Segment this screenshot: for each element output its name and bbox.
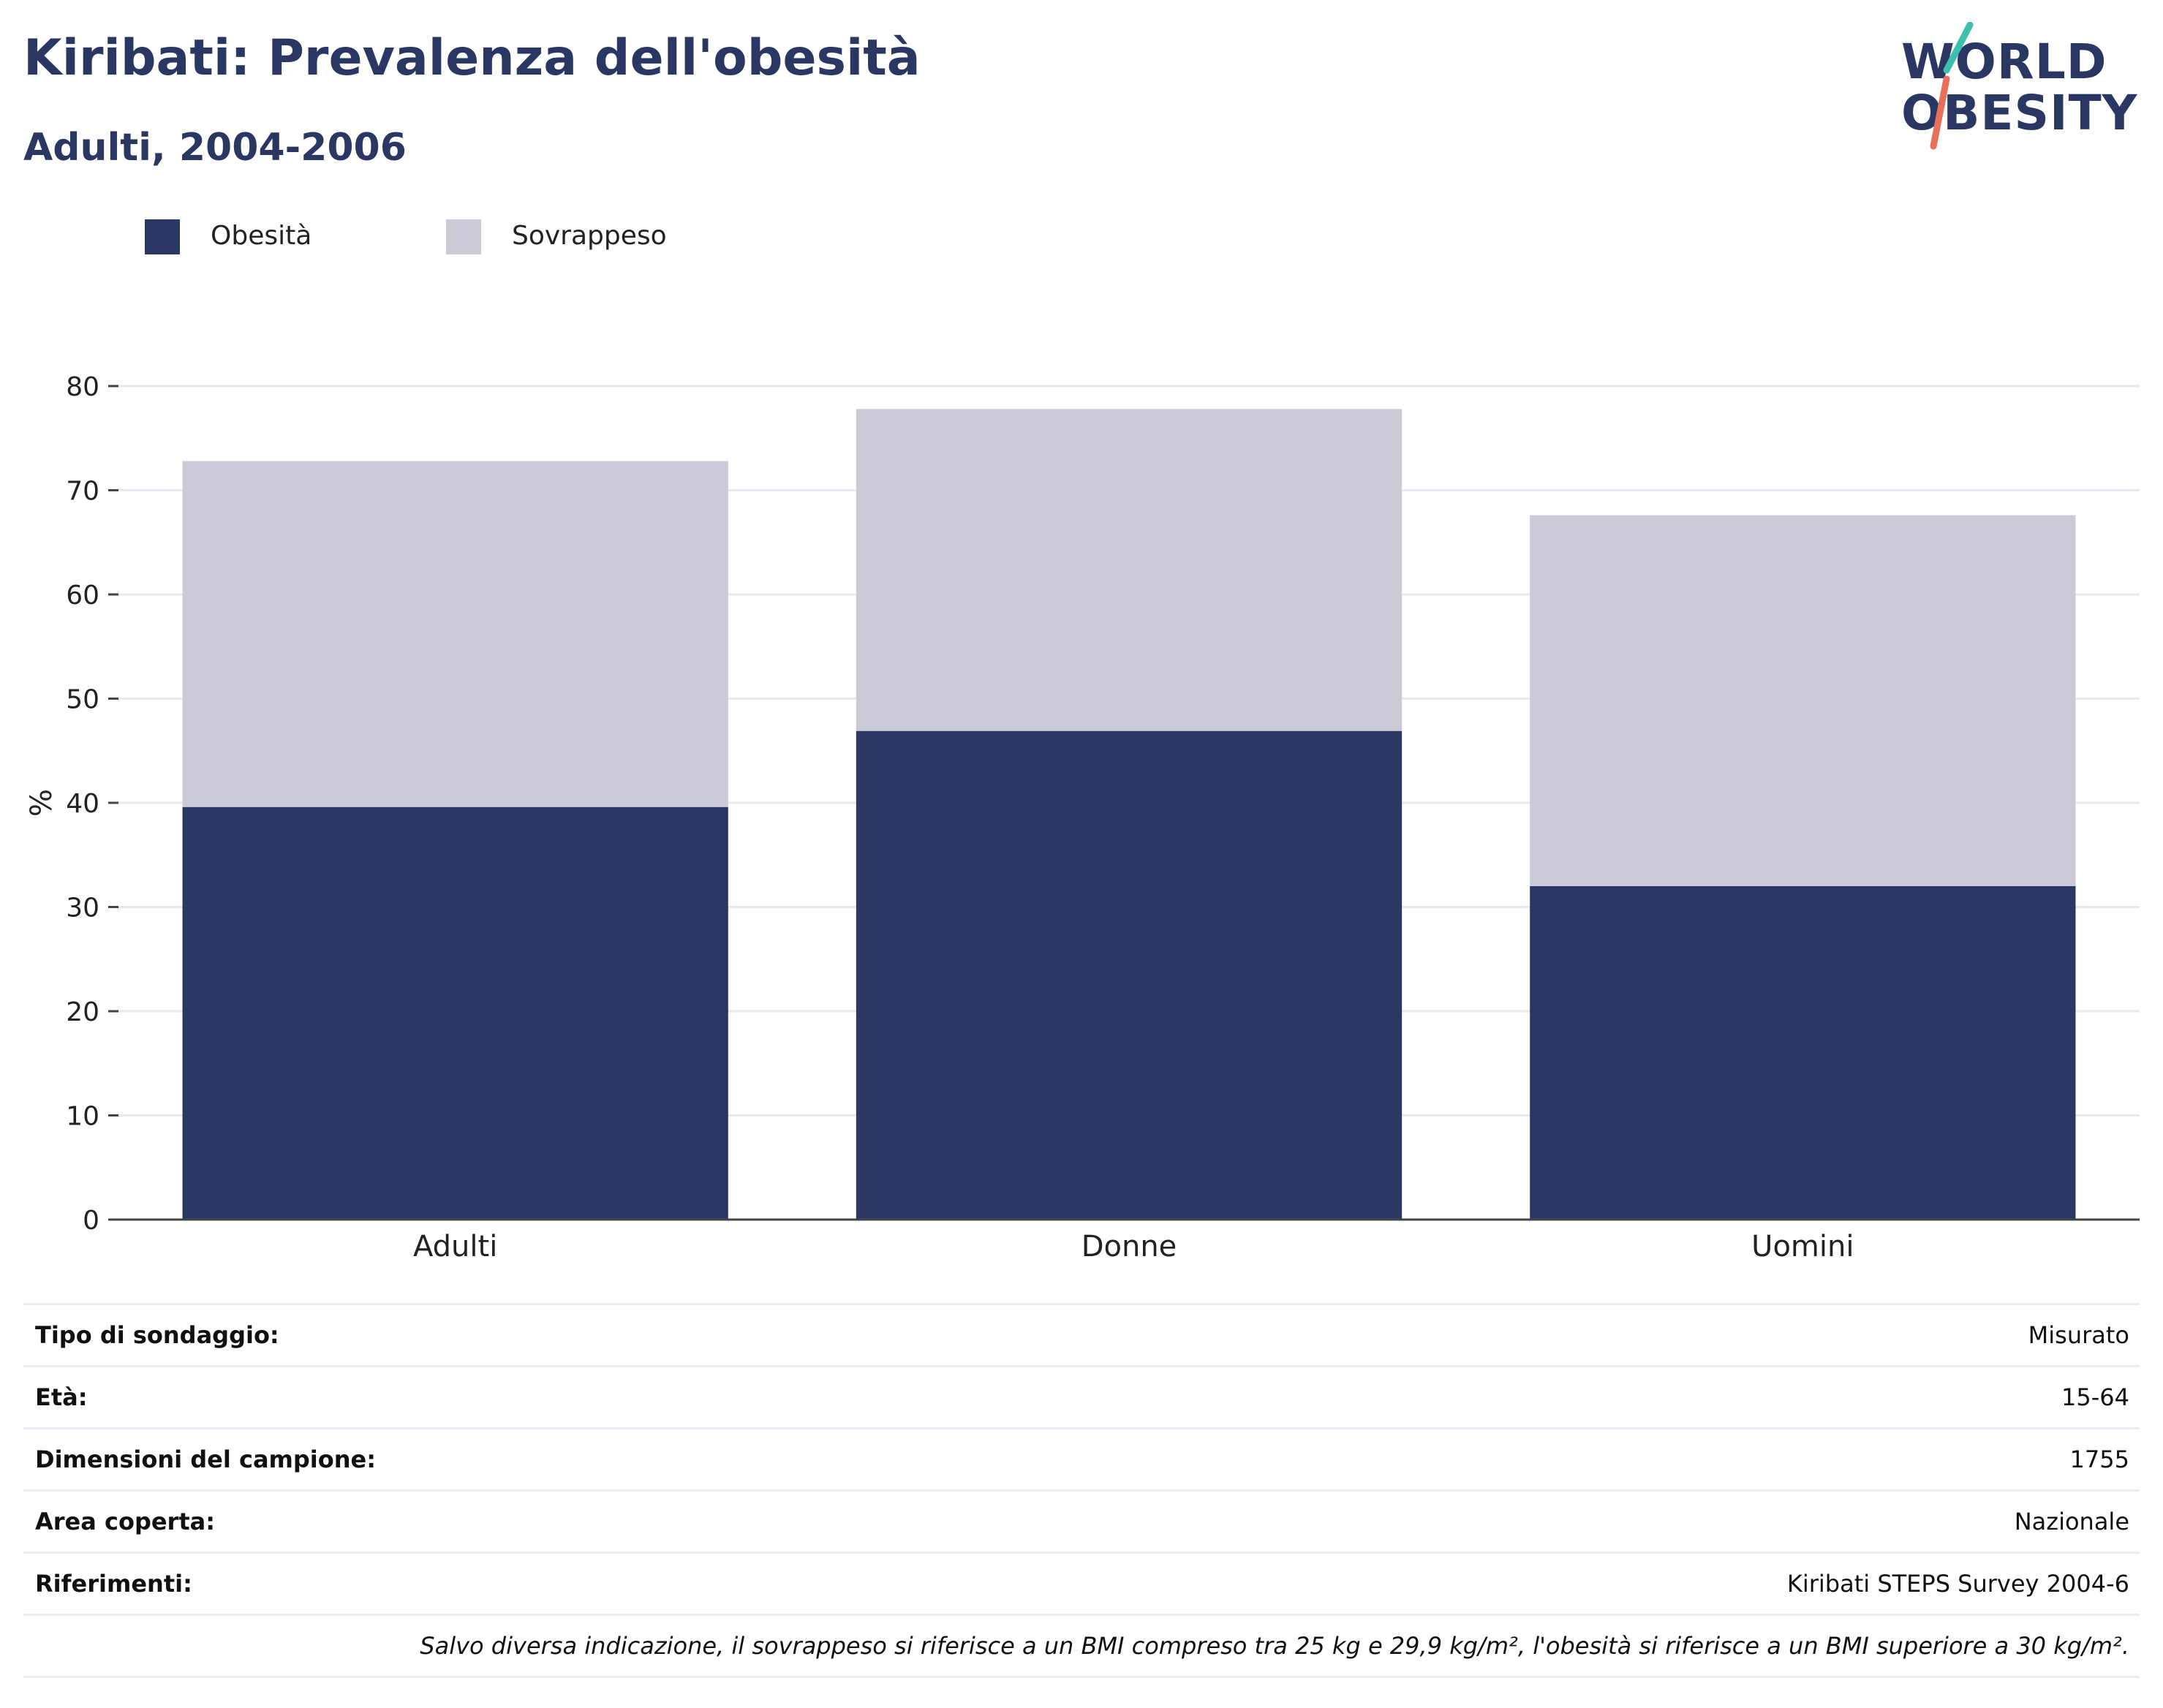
y-tick-label: 0 xyxy=(83,1206,99,1236)
info-value: Nazionale xyxy=(2014,1508,2129,1535)
x-tick-label: Adulti xyxy=(413,1230,497,1263)
y-tick-label: 30 xyxy=(66,893,99,923)
bmi-definition-note: Salvo diversa indicazione, il sovrappeso… xyxy=(23,1614,2140,1678)
bar-overweight-adulti xyxy=(182,461,728,807)
info-key: Tipo di sondaggio: xyxy=(35,1321,279,1349)
info-row-age: Età: 15-64 xyxy=(23,1365,2140,1427)
bar-overweight-donne xyxy=(856,409,1403,731)
logo-line-1: WORLD xyxy=(1901,34,2107,90)
info-row-references: Riferimenti: Kiribati STEPS Survey 2004-… xyxy=(23,1552,2140,1614)
legend-swatch-overweight xyxy=(446,219,481,254)
chart-title: Kiribati: Prevalenza dell'obesità xyxy=(23,29,921,87)
bar-obesity-uomini xyxy=(1530,886,2076,1220)
info-row-sample-size: Dimensioni del campione: 1755 xyxy=(23,1427,2140,1489)
legend-label-overweight: Sovrappeso xyxy=(512,221,667,251)
info-key: Età: xyxy=(35,1383,88,1411)
logo-slash-icon xyxy=(1930,22,1974,150)
world-obesity-logo: WORLD OBESITY xyxy=(1901,22,2150,154)
y-tick-label: 80 xyxy=(66,372,99,402)
y-tick-label: 40 xyxy=(66,789,99,819)
y-tick-label: 50 xyxy=(66,685,99,715)
info-key: Area coperta: xyxy=(35,1508,216,1535)
chart-subtitle: Adulti, 2004-2006 xyxy=(23,126,407,170)
survey-info-table: Tipo di sondaggio: Misurato Età: 15-64 D… xyxy=(23,1303,2140,1678)
info-row-survey-type: Tipo di sondaggio: Misurato xyxy=(23,1303,2140,1365)
y-tick-label: 70 xyxy=(66,477,99,507)
y-tick-label: 60 xyxy=(66,581,99,611)
info-key: Riferimenti: xyxy=(35,1570,192,1598)
info-key: Dimensioni del campione: xyxy=(35,1446,377,1473)
info-row-area: Area coperta: Nazionale xyxy=(23,1489,2140,1552)
legend-label-obesity: Obesità xyxy=(211,221,312,251)
info-value: 15-64 xyxy=(2061,1383,2129,1411)
y-tick-label: 20 xyxy=(66,997,99,1027)
y-axis-label: % xyxy=(25,789,58,817)
bar-overweight-uomini xyxy=(1530,515,2076,886)
legend-swatch-obesity xyxy=(145,219,180,254)
info-value: 1755 xyxy=(2069,1446,2129,1473)
x-tick-label: Uomini xyxy=(1751,1230,1854,1263)
stacked-bar-chart: 0 10 20 30 40 50 60 70 80% Adulti Donne Uomini xyxy=(25,372,2140,1263)
x-tick-label: Donne xyxy=(1082,1230,1177,1263)
bar-obesity-donne xyxy=(856,730,1403,1220)
info-value: Kiribati STEPS Survey 2004-6 xyxy=(1786,1570,2129,1598)
bar-obesity-adulti xyxy=(182,806,728,1220)
note-text: Salvo diversa indicazione, il sovrappeso… xyxy=(420,1632,2129,1660)
info-value: Misurato xyxy=(2028,1321,2129,1349)
y-tick-label: 10 xyxy=(66,1102,99,1132)
